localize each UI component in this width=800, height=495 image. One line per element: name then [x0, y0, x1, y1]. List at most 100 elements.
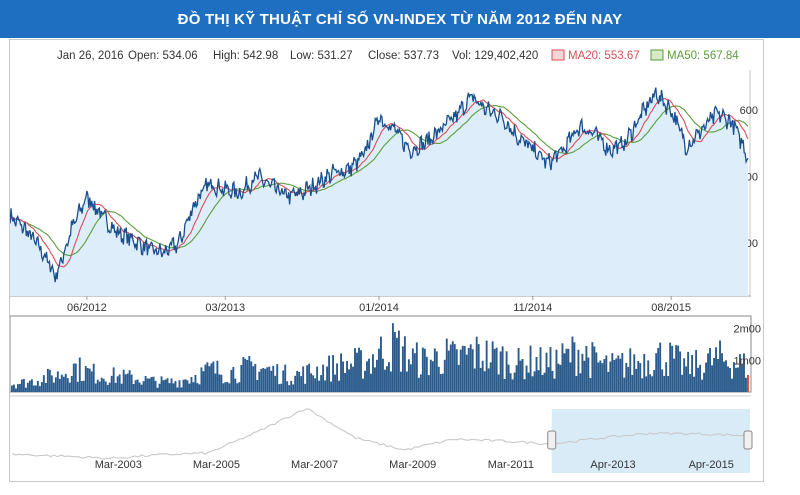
- volume-bar: [302, 366, 305, 392]
- volume-bar: [110, 375, 113, 392]
- volume-bar: [56, 371, 59, 392]
- chart-title: ĐỒ THỊ KỸ THUẬT CHỈ SỐ VN-INDEX TỪ NĂM 2…: [0, 0, 800, 38]
- volume-bar: [641, 378, 644, 392]
- volume-bar: [112, 367, 115, 392]
- price-x-tick-06-2012: 06/2012: [67, 302, 107, 314]
- volume-bar: [391, 323, 394, 392]
- navigator-tick-Apr-2015: Apr-2015: [689, 459, 734, 471]
- volume-bar: [481, 360, 484, 392]
- volume-bar: [543, 372, 546, 392]
- volume-bar: [473, 368, 476, 392]
- volume-bar: [645, 376, 648, 392]
- volume-bar: [553, 378, 556, 392]
- volume-bar: [639, 363, 642, 392]
- volume-bar: [92, 363, 95, 392]
- volume-bar: [66, 378, 69, 392]
- volume-bar: [292, 384, 295, 392]
- volume-bar: [356, 352, 358, 392]
- volume-bar: [449, 344, 452, 392]
- volume-bar: [467, 348, 470, 392]
- volume-bar: [188, 383, 191, 392]
- price-area-fill: [10, 87, 748, 296]
- info-high: High: 542.98: [213, 50, 278, 62]
- volume-bar: [372, 354, 374, 392]
- volume-bar: [116, 376, 119, 392]
- volume-bar: [332, 355, 335, 392]
- volume-bar: [166, 378, 169, 392]
- volume-bar: [569, 362, 572, 392]
- volume-bar: [713, 358, 715, 392]
- volume-bar: [415, 342, 418, 392]
- volume-bar: [252, 366, 255, 392]
- volume-bar: [429, 359, 432, 392]
- navigator-handle-right[interactable]: [743, 430, 753, 450]
- volume-bar: [615, 358, 618, 392]
- volume-bar: [601, 363, 604, 392]
- volume-y-tick-1m00: 1m00: [733, 355, 761, 367]
- volume-bar: [336, 363, 339, 392]
- volume-bar: [607, 371, 610, 392]
- volume-bar: [42, 375, 45, 392]
- volume-bar: [745, 377, 747, 392]
- navigator-tick-Mar-2011: Mar-2011: [488, 459, 534, 471]
- chart-canvas[interactable]: Jan 26, 2016 Open: 534.06 High: 542.98 L…: [10, 40, 763, 481]
- volume-bar: [272, 365, 275, 392]
- volume-bar: [691, 355, 694, 392]
- volume-bar: [248, 356, 251, 392]
- volume-bar: [629, 348, 632, 392]
- volume-bar: [54, 377, 57, 392]
- volume-bar: [250, 361, 253, 392]
- volume-bar: [72, 363, 75, 392]
- volume-bar: [16, 384, 19, 392]
- volume-bar: [581, 353, 584, 392]
- volume-bar: [655, 353, 658, 392]
- volume-bar: [334, 374, 337, 392]
- volume-bar: [401, 346, 404, 392]
- volume-bar: [387, 362, 390, 392]
- volume-bar: [509, 373, 512, 392]
- volume-bar: [32, 385, 35, 392]
- volume-bar: [148, 378, 151, 392]
- volume-bar: [557, 363, 560, 392]
- volume-bar: [417, 377, 420, 392]
- volume-bar: [380, 336, 382, 392]
- volume-bar: [525, 365, 528, 392]
- volume-bar: [354, 348, 356, 392]
- volume-bar: [677, 345, 680, 392]
- volume-bar: [378, 348, 380, 392]
- volume-bar: [132, 384, 135, 392]
- volume-bar: [240, 364, 243, 392]
- volume-bar: [260, 368, 263, 392]
- volume-bar: [58, 378, 61, 392]
- navigator-handle-left[interactable]: [547, 430, 557, 450]
- volume-bar: [254, 363, 257, 392]
- volume-bar: [80, 381, 83, 392]
- volume-bar: [274, 375, 277, 392]
- volume-bar: [711, 365, 713, 392]
- volume-bar: [573, 342, 576, 392]
- navigator-line: [11, 408, 749, 460]
- volume-bar: [48, 369, 51, 392]
- volume-bar: [294, 375, 297, 392]
- volume-bar: [98, 381, 101, 392]
- volume-bar: [256, 380, 259, 392]
- volume-bar: [208, 366, 211, 392]
- volume-bar: [270, 370, 273, 392]
- volume-bar: [501, 346, 504, 392]
- volume-bar: [403, 336, 406, 392]
- volume-bar: [310, 373, 313, 392]
- volume-bar: [262, 368, 265, 392]
- volume-bar: [477, 344, 480, 392]
- volume-bar: [737, 367, 739, 392]
- volume-bar: [196, 383, 199, 392]
- volume-bar: [38, 386, 41, 392]
- navigator-selected-range[interactable]: [551, 409, 750, 473]
- volume-bar: [717, 359, 719, 392]
- volume-y-tick-2m00: 2m00: [733, 324, 761, 336]
- volume-bar: [635, 368, 638, 392]
- volume-bar: [675, 345, 678, 392]
- volume-bar: [100, 377, 103, 392]
- volume-bar: [312, 375, 315, 392]
- volume-bar: [445, 338, 448, 392]
- volume-bar: [399, 371, 402, 392]
